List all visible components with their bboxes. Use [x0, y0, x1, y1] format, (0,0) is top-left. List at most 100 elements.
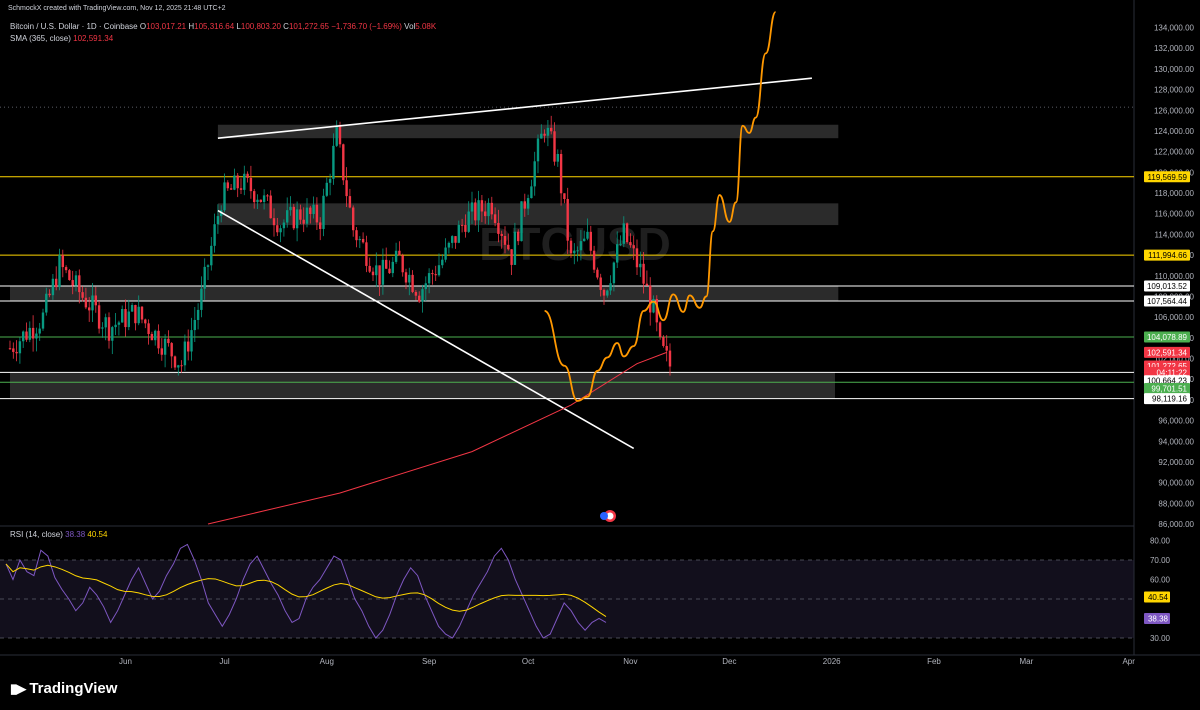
sma-label: SMA (365, close) — [10, 34, 71, 43]
candle-body — [196, 309, 200, 320]
price-tick-label: 92,000.00 — [1158, 458, 1194, 467]
candle-body — [286, 210, 289, 223]
candle-body — [632, 245, 635, 249]
candle-body — [150, 333, 154, 341]
rsi-value: 38.38 — [65, 530, 86, 539]
candle-body — [444, 247, 447, 260]
candle-body — [229, 188, 233, 190]
symbol-title[interactable]: Bitcoin / U.S. Dollar · 1D · Coinbase — [10, 22, 138, 31]
candle-body — [140, 306, 144, 320]
candle-body — [381, 259, 385, 285]
candle-body — [342, 144, 345, 181]
candle-body — [210, 245, 213, 266]
price-badge — [1144, 393, 1190, 405]
price-badge — [1144, 171, 1190, 183]
candle-body — [88, 307, 91, 311]
tradingview-logo[interactable]: ▮▶ TradingView — [10, 680, 117, 697]
rsi-ma-line — [5, 563, 607, 617]
candle-body — [500, 233, 503, 236]
rsi-badge-label: 38.38 — [1148, 615, 1169, 624]
candle-body — [127, 311, 130, 328]
rsi-label: RSI (14, close) — [10, 530, 63, 539]
candle-body — [421, 289, 424, 302]
candle-body — [411, 274, 414, 292]
price-badge-label: 102,591.34 — [1147, 348, 1188, 357]
candle-body — [592, 250, 596, 270]
candle-body — [177, 365, 180, 368]
time-axis[interactable]: Jun Jul Aug Sep Oct Nov Dec 2026 Feb Mar Apr — [119, 657, 1135, 666]
candle-body — [484, 211, 487, 217]
candle-body — [124, 309, 127, 328]
candle-body — [289, 206, 292, 211]
candle-body — [649, 285, 652, 313]
candle-body — [414, 291, 418, 296]
candle-body — [639, 263, 642, 268]
candle-body — [358, 238, 361, 241]
candle-body — [58, 255, 61, 288]
candle-body — [266, 195, 269, 197]
price-badge-label: 107,564.44 — [1147, 297, 1188, 306]
high-label: H — [188, 22, 195, 31]
candle-body — [375, 265, 378, 276]
candle-body — [467, 211, 470, 232]
rsi-badge — [1144, 613, 1170, 624]
candle-body — [147, 323, 150, 334]
close-label: C — [283, 22, 289, 31]
candle-body — [51, 278, 55, 296]
candle-body — [154, 330, 157, 341]
candle-body — [503, 235, 507, 245]
zone-layer — [10, 124, 839, 399]
candle-body — [74, 275, 78, 286]
candle-body — [616, 244, 619, 263]
low-value: 100,803.20 — [240, 22, 281, 31]
candle-body — [622, 223, 625, 244]
candle-body — [385, 259, 388, 269]
candle-body — [137, 306, 140, 324]
rsi-tick-label: 30.00 — [1150, 634, 1171, 643]
candle-body — [424, 283, 427, 290]
price-tick-label: 94,000.00 — [1158, 437, 1194, 446]
price-badge — [1144, 346, 1190, 358]
rsi-badge-label: 40.54 — [1148, 593, 1169, 602]
rsi-tick-label: 80.00 — [1150, 537, 1171, 546]
candle-body — [78, 275, 81, 293]
candle-body — [269, 195, 272, 219]
trendline-upper — [217, 77, 812, 139]
price-badge-label: 104,078.89 — [1147, 333, 1188, 342]
rsi-ma-value: 40.54 — [87, 530, 108, 539]
candle-body — [589, 231, 592, 251]
price-tick-label: 96,000.00 — [1158, 417, 1194, 426]
candle-body — [658, 322, 662, 337]
price-badge-label: 98,119.16 — [1152, 395, 1188, 404]
candle-body — [299, 209, 302, 220]
candle-body — [94, 295, 97, 306]
candle-body — [609, 283, 612, 291]
candle-body — [203, 266, 206, 289]
candle-body — [441, 259, 444, 266]
candle-body — [507, 244, 510, 250]
candle-body — [107, 317, 111, 341]
rsi-line — [5, 543, 607, 639]
candle-body — [279, 228, 282, 233]
candle-body — [454, 236, 457, 243]
candle-body — [35, 333, 38, 339]
sma-legend[interactable]: SMA (365, close) 102,591.34 — [10, 34, 113, 43]
candle-body — [556, 153, 559, 162]
rsi-legend[interactable]: RSI (14, close) 38.38 40.54 — [10, 530, 107, 539]
high-value: 105,316.64 — [194, 22, 235, 31]
price-badge-label: 101,272.65 — [1147, 362, 1188, 371]
candle-body — [480, 200, 484, 212]
candle-body — [668, 350, 672, 367]
candle-body — [569, 240, 573, 254]
candle-body — [157, 330, 160, 349]
candle-body — [563, 193, 566, 200]
candle-body — [345, 180, 348, 197]
price-badge — [1144, 382, 1190, 394]
candle-body — [305, 207, 309, 224]
candle-body — [530, 186, 533, 199]
event-flag-icon[interactable] — [600, 510, 616, 522]
price-tick-label: 110,000.00 — [1155, 272, 1195, 281]
candle-body — [642, 263, 645, 284]
candle-body — [328, 178, 332, 183]
